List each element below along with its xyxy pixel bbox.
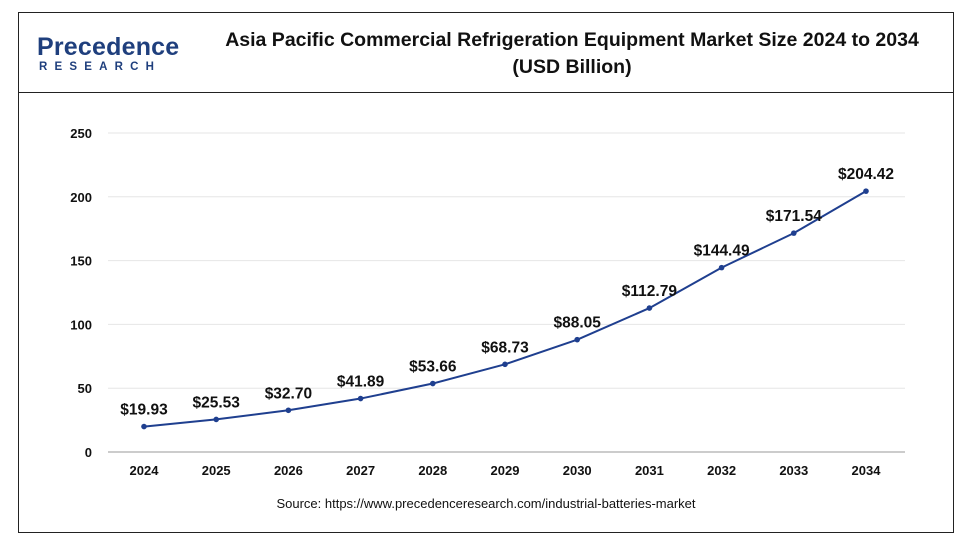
x-tick-label: 2031 [635, 463, 664, 478]
series-line-group [141, 188, 869, 430]
data-label: $32.70 [265, 385, 312, 402]
data-label: $68.73 [481, 339, 529, 356]
x-tick-label: 2029 [491, 463, 520, 478]
axes: 0 50 100 150 200 250 2024 2025 2026 2027 2028 2029 2… [70, 126, 905, 478]
y-tick-label: 250 [70, 126, 92, 141]
data-point [646, 305, 653, 311]
data-point [285, 407, 292, 414]
chart-title: Asia Pacific Commercial Refrigeration Eq… [197, 27, 947, 81]
x-tick-label: 2027 [346, 463, 375, 478]
data-point [718, 264, 725, 271]
data-label: $53.66 [409, 359, 457, 376]
source-note: Source: https://www.precedenceresearch.c… [276, 496, 696, 511]
y-tick-label: 0 [85, 445, 92, 460]
data-label: $88.05 [553, 315, 601, 332]
data-label: $171.54 [766, 208, 822, 225]
data-labels: $19.93 $25.53 $32.70 $41.89 $53.66 $68.73 $88.… [120, 166, 894, 418]
x-tick-label: 2026 [274, 463, 303, 478]
y-tick-label: 100 [70, 317, 92, 332]
data-point [430, 380, 436, 387]
data-point [502, 361, 508, 368]
x-tick-label: 2030 [563, 463, 592, 478]
data-point [141, 423, 147, 430]
y-tick-label: 150 [70, 254, 92, 269]
x-tick-label: 2028 [418, 463, 447, 478]
y-tick-label: 200 [70, 190, 92, 205]
company-logo: Precedence RESEARCH [35, 33, 185, 77]
x-tick-label: 2032 [707, 463, 736, 478]
data-point [791, 230, 797, 236]
data-label: $112.79 [622, 283, 678, 300]
x-tick-label: 2024 [130, 463, 160, 478]
x-tick-label: 2034 [852, 463, 882, 478]
chart-title-line1: Asia Pacific Commercial Refrigeration Eq… [225, 29, 919, 51]
data-label: $144.49 [694, 243, 750, 260]
logo-subtitle: RESEARCH [39, 61, 162, 73]
data-point [213, 416, 219, 423]
chart-frame: Precedence RESEARCH Asia Pacific Commerc… [18, 12, 954, 533]
chart-title-line2: (USD Billion) [512, 56, 632, 78]
data-point [357, 395, 364, 402]
data-label: $19.93 [120, 402, 168, 419]
data-label: $25.53 [192, 394, 240, 411]
data-label: $204.42 [838, 166, 894, 183]
x-tick-label: 2033 [779, 463, 808, 478]
grid-lines [108, 132, 905, 389]
data-point [863, 188, 869, 194]
logo-wordmark: Precedence [37, 33, 180, 61]
data-point [574, 336, 580, 343]
x-tick-label: 2025 [202, 463, 231, 478]
series-line [143, 190, 867, 428]
y-tick-label: 50 [78, 381, 92, 396]
data-label: $41.89 [337, 374, 385, 391]
chart-header: Precedence RESEARCH Asia Pacific Commerc… [19, 13, 953, 93]
